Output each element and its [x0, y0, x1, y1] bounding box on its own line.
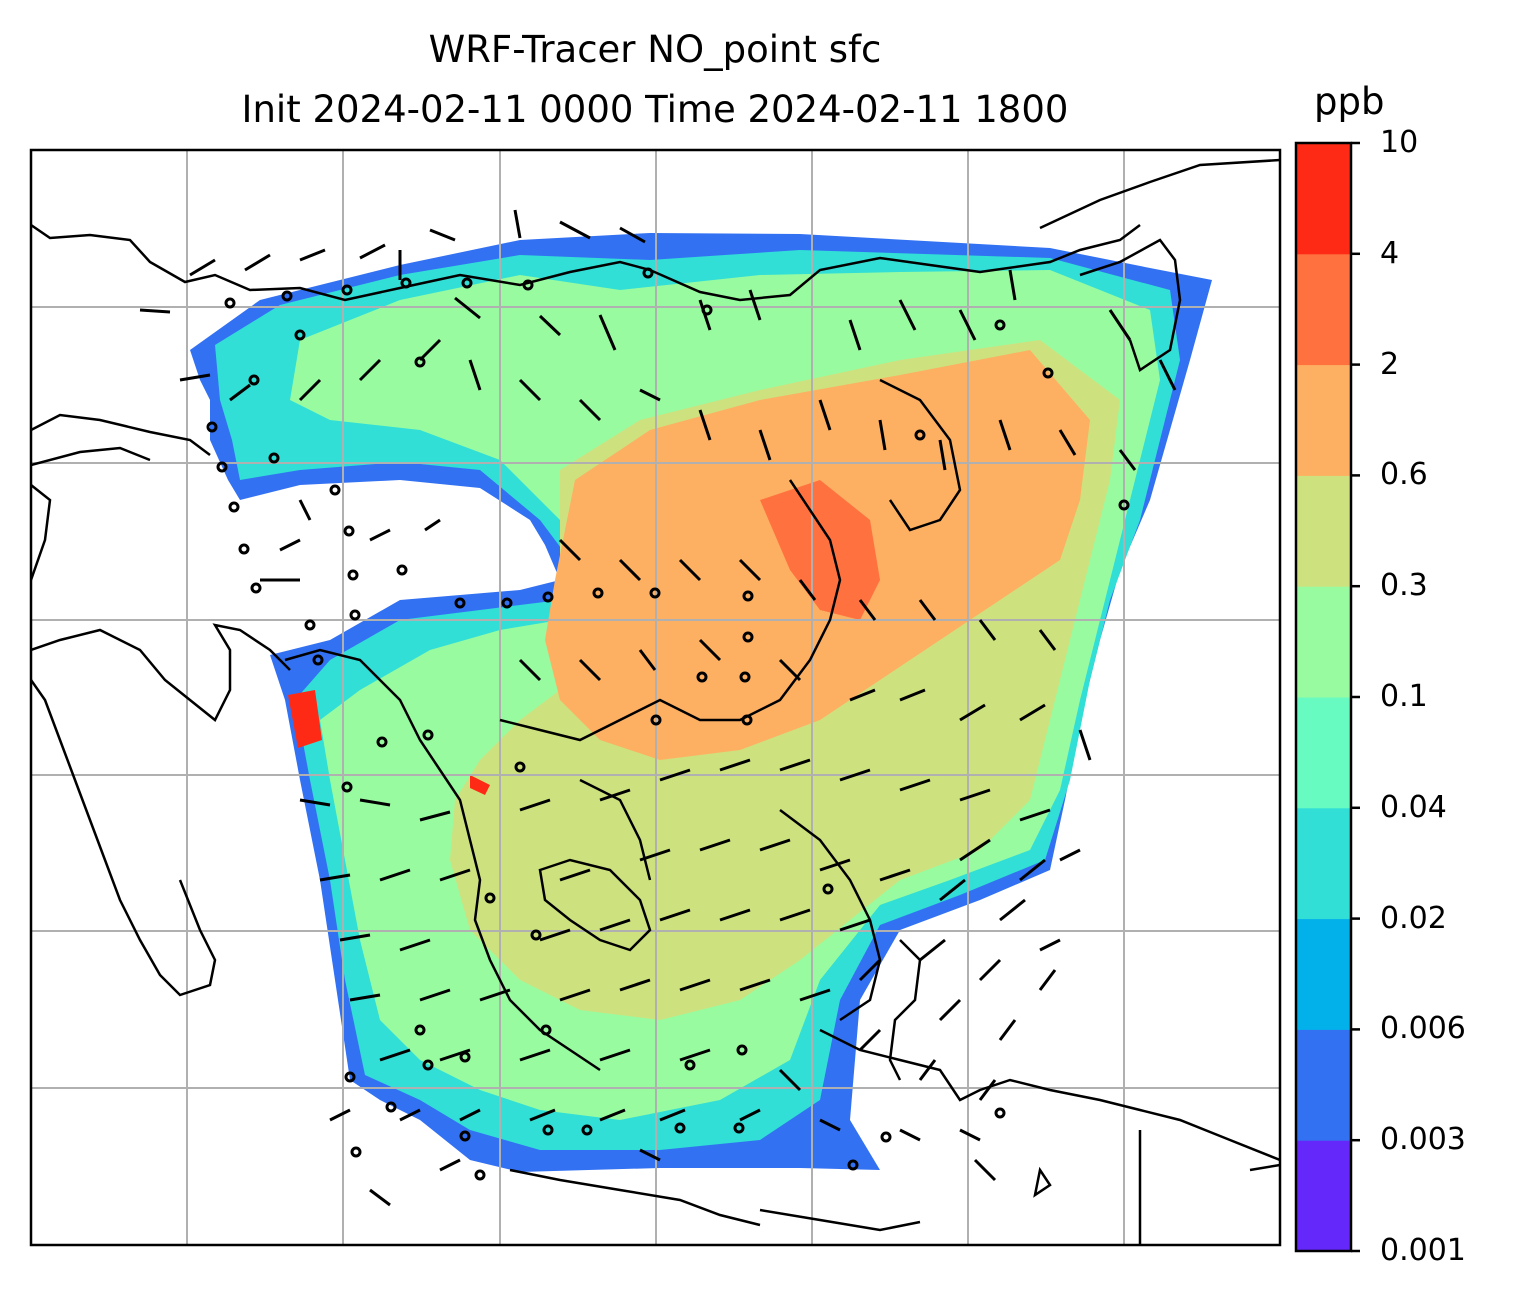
wind-barbs [139, 209, 1177, 1207]
colorbar-tick-label: 0.6 [1380, 457, 1428, 493]
colorbar-segment [1296, 697, 1351, 809]
colorbar-segment [1296, 143, 1351, 255]
colorbar-tick-label: 0.003 [1380, 1122, 1466, 1158]
colorbar-segment [1296, 807, 1351, 920]
map-frame [29, 148, 1282, 1247]
colorbar-tick-label: 4 [1380, 235, 1400, 271]
colorbar-segment [1296, 475, 1351, 587]
colorbar-tick-label: 0.1 [1380, 679, 1428, 714]
colorbar-unit-label: ppb [1314, 80, 1385, 123]
tracer-field-hotspot-1 [288, 690, 322, 748]
colorbar-segment [1296, 364, 1351, 476]
colorbar-segment [1296, 1029, 1351, 1141]
chart-title-line1: WRF-Tracer NO_point sfc [428, 28, 882, 71]
colorbar-segment [1296, 253, 1351, 366]
colorbar-segment [1296, 918, 1351, 1030]
colorbar-tick-label: 0.001 [1380, 1233, 1466, 1268]
tracer-field-band-5 [760, 480, 880, 620]
colorbar-segment [1296, 1140, 1351, 1252]
colorbar-tick-label: 0.3 [1380, 568, 1428, 604]
colorbar-tick-label: 2 [1380, 346, 1400, 382]
calm-wind-circles [206, 267, 1130, 1181]
colorbar-tick-label: 0.04 [1380, 789, 1447, 825]
colorbar-tick-label: 10 [1380, 125, 1419, 160]
colorbar-segment [1296, 586, 1351, 698]
coastlines [31, 158, 1280, 1245]
tracer-field-hotspot-2 [470, 775, 490, 795]
tracer-field [190, 233, 1212, 1172]
colorbar-frame [1294, 141, 1353, 1253]
colorbar-tick-label: 0.02 [1380, 900, 1447, 936]
chart-title-line2: Init 2024-02-11 0000 Time 2024-02-11 180… [241, 88, 1069, 131]
colorbar [1296, 141, 1360, 1253]
colorbar-tick-label: 0.006 [1380, 1011, 1466, 1047]
